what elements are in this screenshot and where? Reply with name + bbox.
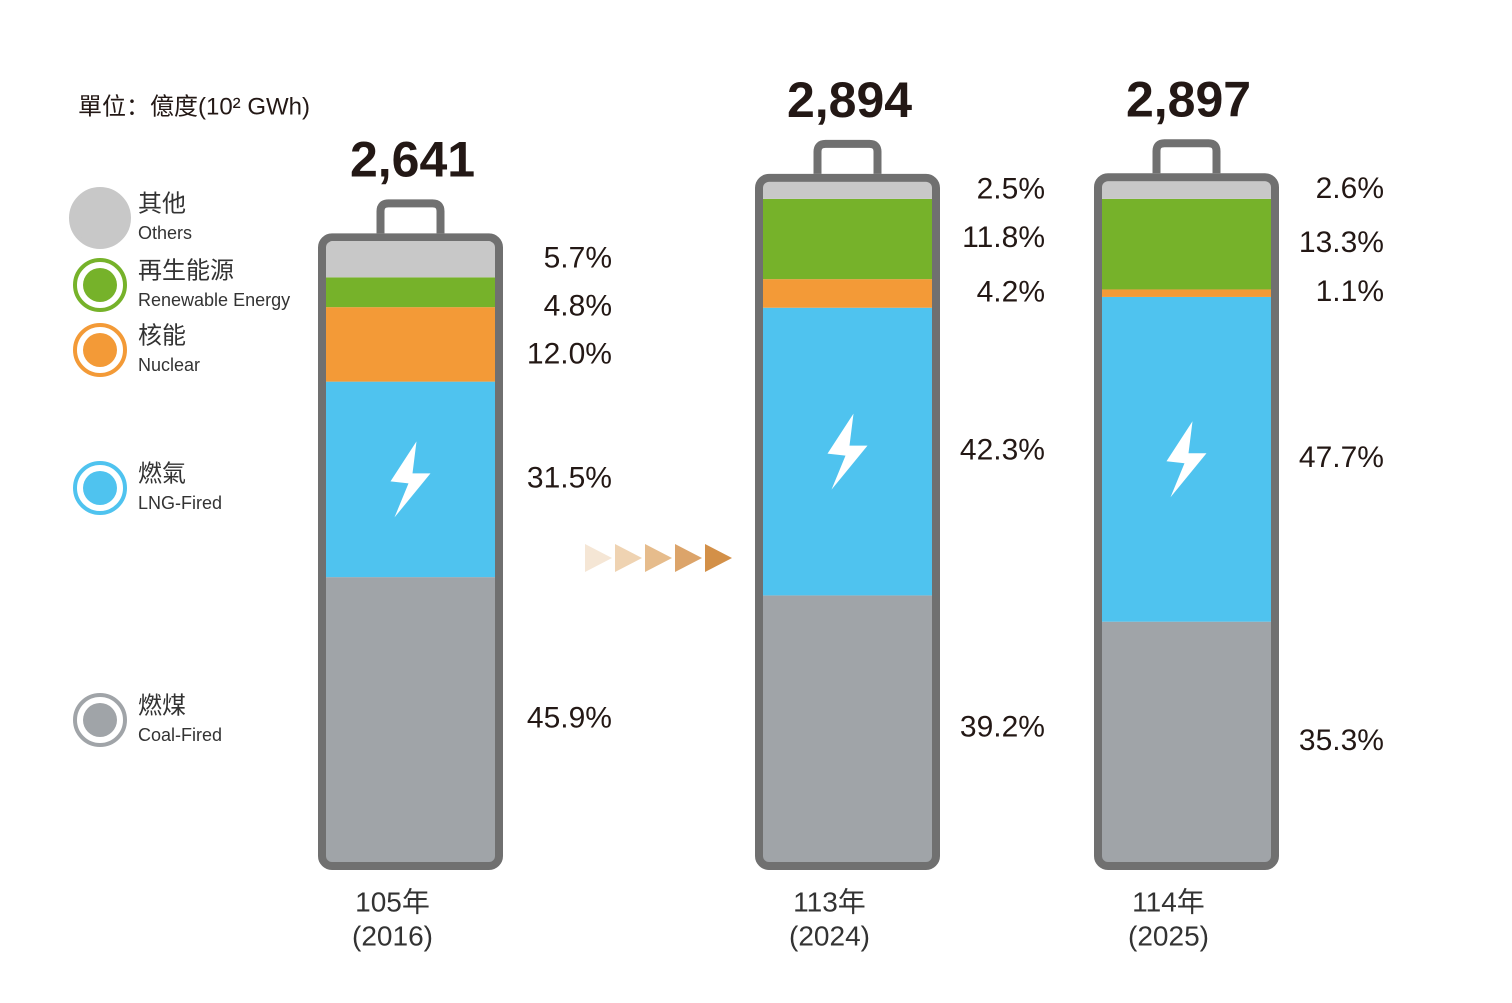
legend-name: 再生能源	[138, 257, 234, 284]
bolt-icon	[827, 413, 868, 490]
arrows	[585, 544, 732, 572]
legend-name-en: Nuclear	[138, 355, 200, 375]
segment	[763, 279, 932, 308]
value-label: 4.2%	[977, 275, 1045, 308]
segment	[1102, 289, 1271, 297]
value-label: 13.3%	[1299, 226, 1384, 259]
segment	[763, 198, 932, 280]
value-label: 11.8%	[962, 221, 1045, 254]
legend-icon-inner	[83, 268, 117, 302]
legend-icon-inner	[83, 471, 117, 505]
battery-frame	[318, 233, 503, 871]
bolt-icon	[1166, 421, 1207, 498]
category-label: 114年	[1132, 886, 1205, 917]
legend-icon	[69, 187, 131, 249]
total-label: 2,641	[350, 132, 475, 188]
segment	[763, 595, 932, 862]
category-label: 113年	[793, 886, 866, 917]
battery-frame	[1094, 173, 1279, 870]
value-label: 2.6%	[1316, 172, 1384, 205]
value-label: 39.2%	[960, 711, 1045, 744]
value-label: 45.9%	[527, 701, 612, 734]
segment	[1102, 181, 1271, 199]
segment	[326, 241, 495, 278]
legend-icon-inner	[83, 333, 117, 367]
segment	[763, 181, 932, 199]
value-label: 2.5%	[977, 172, 1045, 205]
category-label: (2024)	[789, 920, 870, 951]
battery-cap	[813, 139, 882, 174]
value-label: 31.5%	[527, 461, 612, 494]
legend-name-en: Coal-Fired	[138, 725, 222, 745]
bolt-icon	[390, 441, 431, 518]
value-label: 42.3%	[960, 433, 1045, 466]
battery-frame	[755, 173, 940, 871]
segment	[326, 277, 495, 308]
category-label: 105年	[355, 886, 430, 917]
value-label: 35.3%	[1299, 724, 1384, 757]
value-label: 4.8%	[544, 290, 612, 323]
total-label: 2,894	[787, 72, 912, 128]
segment	[1102, 621, 1271, 862]
segment	[1102, 198, 1271, 290]
value-label: 1.1%	[1316, 275, 1384, 308]
legend-icon-inner	[83, 703, 117, 737]
category-label: (2016)	[352, 920, 433, 951]
value-label: 12.0%	[527, 338, 612, 371]
legend-name: 燃煤	[138, 692, 186, 719]
category-label: (2025)	[1128, 920, 1209, 951]
segment	[326, 307, 495, 382]
value-label: 47.7%	[1299, 441, 1384, 474]
segment	[326, 577, 495, 862]
total-label: 2,897	[1126, 71, 1251, 127]
value-label: 5.7%	[544, 242, 612, 275]
legend-name-en: Others	[138, 223, 192, 243]
legend-name: 其他	[138, 190, 186, 217]
unit-label: 單位：億度(10² GWh)	[78, 93, 310, 120]
legend-name-en: Renewable Energy	[138, 290, 290, 310]
legend-name: 核能	[138, 322, 186, 349]
battery-cap	[376, 199, 445, 234]
legend-name: 燃氣	[138, 460, 186, 487]
battery-cap	[1152, 139, 1221, 174]
legend-name-en: LNG-Fired	[138, 493, 222, 513]
